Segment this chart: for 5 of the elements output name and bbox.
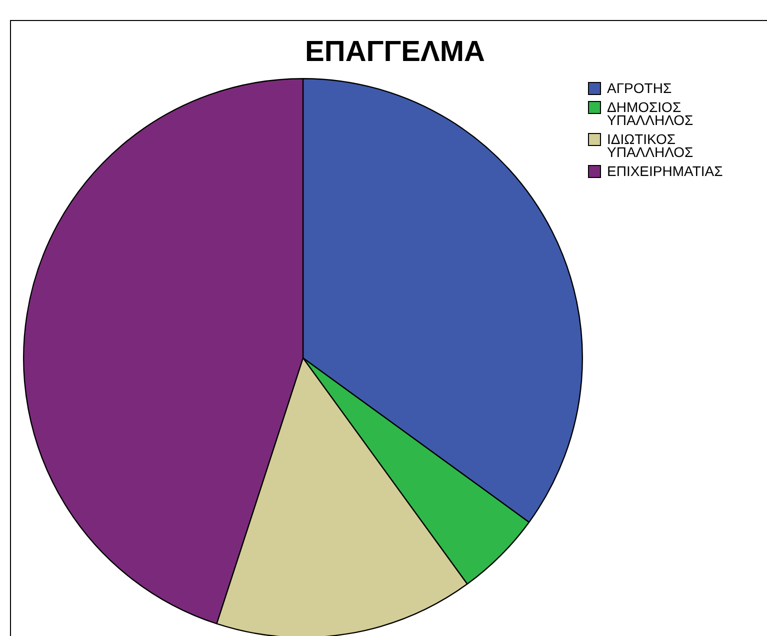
legend-label: ΔΗΜΟΣΙΟΣ ΥΠΑΛΛΗΛΟΣ <box>607 99 694 128</box>
legend-label: ΙΔΙΩΤΙΚΟΣ ΥΠΑΛΛΗΛΟΣ <box>607 131 694 160</box>
legend-label: ΑΓΡΟΤΗΣ <box>607 80 673 96</box>
chart-title: ΕΠΑΓΓΕΛΜΑ <box>304 36 486 69</box>
legend-label: ΕΠΙΧΕΙΡΗΜΑΤΙΑΣ <box>607 163 724 179</box>
